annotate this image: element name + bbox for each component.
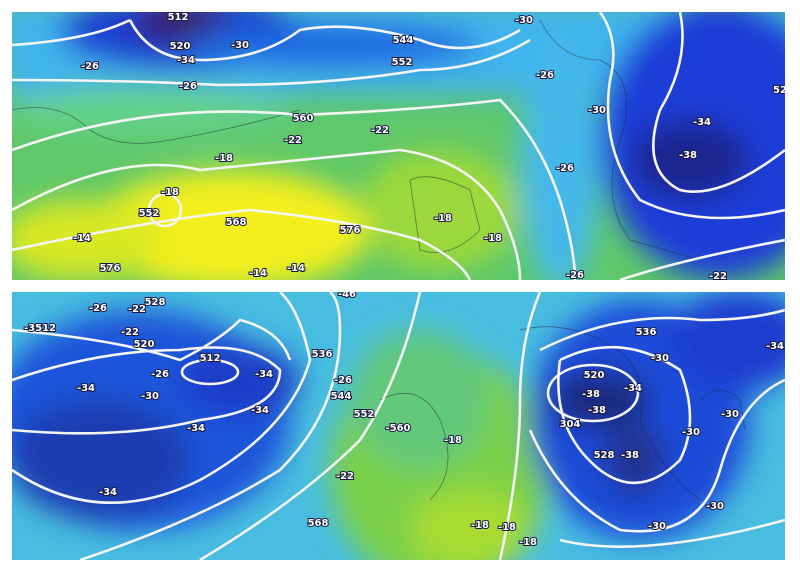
- label: 544: [393, 35, 414, 46]
- label: -18: [444, 435, 462, 446]
- label: -30: [231, 40, 249, 51]
- label: 512: [168, 12, 189, 23]
- label: -22: [336, 471, 354, 482]
- label: 544: [331, 391, 352, 402]
- label: -18: [215, 153, 233, 164]
- label: 536: [636, 327, 657, 338]
- label: 552: [139, 208, 160, 219]
- label: 512: [200, 353, 221, 364]
- label: -18: [519, 537, 537, 548]
- label: -30: [588, 105, 606, 116]
- label: -26: [151, 369, 169, 380]
- label: 552: [392, 57, 413, 68]
- label: -34: [177, 55, 195, 66]
- label: -34: [693, 117, 711, 128]
- label: -560: [385, 423, 410, 434]
- label: -22: [121, 327, 139, 338]
- label: 568: [308, 518, 329, 529]
- label: -22: [709, 271, 727, 282]
- label: -14: [287, 263, 305, 274]
- label: -46: [338, 289, 356, 300]
- label: -34: [251, 405, 269, 416]
- label: -18: [471, 520, 489, 531]
- label: -38: [621, 450, 639, 461]
- label: -26: [89, 303, 107, 314]
- label: -26: [81, 61, 99, 72]
- label: -34: [255, 369, 273, 380]
- label: -38: [588, 405, 606, 416]
- label: -22: [371, 125, 389, 136]
- label: -22: [284, 135, 302, 146]
- label: -30: [651, 353, 669, 364]
- label: -3512: [24, 323, 56, 334]
- label: 536: [312, 349, 333, 360]
- label: -34: [99, 487, 117, 498]
- label: -38: [679, 150, 697, 161]
- label: 520: [170, 41, 191, 52]
- label: 576: [340, 225, 361, 236]
- label: -26: [536, 70, 554, 81]
- label: -14: [73, 233, 91, 244]
- label: 304: [560, 419, 581, 430]
- label: -34: [77, 383, 95, 394]
- label: -26: [566, 270, 584, 281]
- label: -14: [249, 268, 267, 279]
- label: 552: [354, 409, 375, 420]
- label: -30: [515, 15, 533, 26]
- top-panel: 512 520 -34 -30 -26 -26 544 552 -26 -30 …: [12, 12, 787, 282]
- label: 520: [584, 370, 605, 381]
- label: -30: [682, 427, 700, 438]
- label: -18: [161, 187, 179, 198]
- label: -26: [556, 163, 574, 174]
- label: -34: [624, 383, 642, 394]
- label: -30: [706, 501, 724, 512]
- label: 528: [145, 297, 166, 308]
- label: 52: [773, 85, 787, 96]
- label: 576: [100, 263, 121, 274]
- label: 528: [594, 450, 615, 461]
- label: -26: [179, 81, 197, 92]
- label: -30: [141, 391, 159, 402]
- label: -22: [128, 304, 146, 315]
- label: -38: [582, 389, 600, 400]
- label: -18: [498, 522, 516, 533]
- label: -30: [648, 521, 666, 532]
- label: -18: [484, 233, 502, 244]
- label: 568: [226, 217, 247, 228]
- label: -34: [187, 423, 205, 434]
- label: -26: [334, 375, 352, 386]
- label: 520: [134, 339, 155, 350]
- bottom-panel: -3512 -26 528 -22 -22 520 -26 512 -34 -3…: [12, 289, 785, 560]
- label: -30: [721, 409, 739, 420]
- label: -34: [766, 341, 784, 352]
- label: 560: [293, 113, 314, 124]
- label: -18: [434, 213, 452, 224]
